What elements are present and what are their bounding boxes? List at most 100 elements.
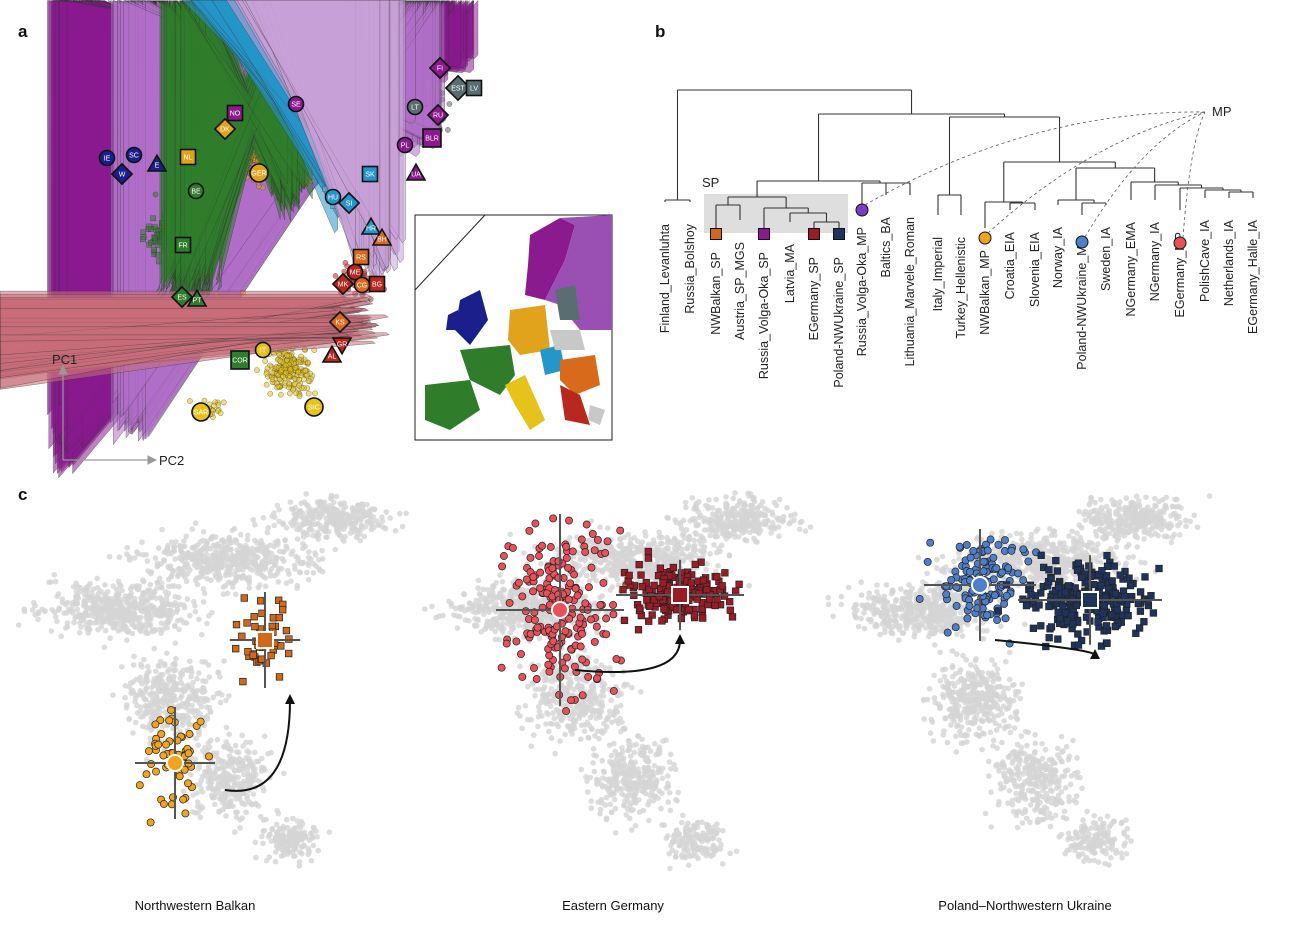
- pca-sample-point: [295, 359, 302, 365]
- background-sample-point: [126, 554, 133, 560]
- background-sample-point: [53, 614, 59, 620]
- pca-sample-point: [152, 235, 158, 241]
- population-label: BH: [377, 237, 387, 244]
- dendrogram-leaf-label: Russia_Volga-Oka_MP: [855, 227, 869, 356]
- background-sample-point: [160, 671, 166, 678]
- background-sample-point: [129, 621, 135, 628]
- background-sample-point: [324, 534, 330, 540]
- background-sample-point: [365, 513, 372, 519]
- background-sample-point: [72, 600, 79, 607]
- background-sample-point: [252, 537, 258, 544]
- background-sample-point: [317, 522, 324, 529]
- background-sample-point: [184, 596, 191, 602]
- background-sample-point: [162, 589, 169, 595]
- dendrogram-leaf-label: NGermany_IA: [1148, 221, 1162, 301]
- background-sample-point: [274, 542, 281, 548]
- background-sample-point: [154, 580, 161, 586]
- background-sample-point: [188, 551, 194, 558]
- pca-sample-point: [269, 376, 276, 383]
- pca-sample-point: [211, 402, 217, 409]
- background-sample-point: [94, 575, 100, 582]
- pca-sample-point: [296, 393, 303, 400]
- background-sample-point: [148, 569, 155, 575]
- pca-sample-point: [296, 382, 302, 389]
- background-sample-point: [332, 546, 339, 553]
- background-sample-point: [350, 514, 357, 520]
- background-sample-point: [215, 567, 222, 573]
- background-sample-point: [96, 614, 103, 620]
- background-sample-point: [56, 605, 62, 611]
- population-label: FI: [437, 66, 443, 73]
- background-sample-point: [321, 499, 328, 506]
- pca-sample-point: [152, 191, 159, 198]
- background-sample-point: [274, 571, 280, 577]
- background-sample-point: [144, 704, 150, 711]
- pca-sample-point: [301, 376, 307, 383]
- pca-sample-point: [277, 357, 284, 364]
- background-sample-point: [254, 570, 261, 576]
- background-sample-point: [156, 663, 163, 669]
- background-sample-point: [192, 520, 199, 526]
- panel-b-dendrogram: Finland_Levanluhta Russia_Bolshoy NWBalkan…: [658, 89, 1260, 388]
- dendrogram-leaf-label: Sweden_IA: [1099, 226, 1113, 291]
- background-sample-point: [163, 650, 170, 656]
- population-label: MK: [338, 282, 349, 289]
- panel-c-plots: [15, 490, 1213, 872]
- background-sample-point: [116, 554, 123, 560]
- background-sample-point: [295, 558, 301, 564]
- dendrogram-leaf-label: Baltics_BA: [879, 216, 893, 277]
- mp-group-label: MP: [1212, 104, 1232, 119]
- background-sample-point: [82, 591, 88, 598]
- pca-sample-point: [332, 273, 339, 279]
- background-sample-point: [75, 613, 82, 620]
- background-sample-point: [403, 510, 410, 517]
- background-sample-point: [306, 549, 312, 555]
- background-sample-point: [166, 583, 172, 590]
- background-sample-point: [250, 567, 256, 573]
- population-label: SI: [346, 201, 353, 208]
- background-sample-point: [188, 665, 194, 671]
- background-sample-point: [63, 625, 69, 631]
- background-sample-point: [380, 524, 386, 530]
- background-sample-point: [151, 682, 157, 688]
- background-sample-point: [76, 629, 83, 636]
- background-sample-point: [64, 599, 71, 606]
- background-sample-point: [172, 556, 178, 562]
- background-sample-point: [204, 620, 210, 627]
- background-sample-point: [242, 559, 248, 566]
- background-sample-point: [166, 666, 173, 673]
- background-sample-point: [194, 581, 201, 588]
- background-sample-point: [216, 690, 223, 696]
- scatter-plot-nw-balkan: [15, 491, 410, 869]
- background-sample-point: [187, 658, 193, 664]
- mp-dashed-connector: [1182, 111, 1206, 239]
- population-label: DK: [220, 127, 230, 134]
- background-sample-point: [340, 518, 347, 524]
- population-label: SK: [365, 172, 375, 179]
- dendrogram-leaf-label: Finland_Levanluhta: [658, 224, 672, 333]
- sp-leaf-marker: [833, 228, 845, 240]
- mp-leaf-marker: [978, 231, 992, 245]
- background-sample-point: [83, 621, 89, 628]
- background-sample-point: [90, 586, 97, 592]
- background-sample-point: [130, 662, 137, 668]
- background-sample-point: [157, 613, 163, 619]
- background-sample-point: [188, 674, 194, 680]
- background-sample-point: [199, 631, 205, 638]
- background-sample-point: [130, 602, 137, 609]
- background-sample-point: [229, 527, 236, 534]
- background-sample-point: [99, 600, 106, 606]
- background-sample-point: [262, 548, 268, 554]
- background-sample-point: [49, 607, 55, 613]
- background-sample-point: [342, 504, 349, 510]
- background-sample-point: [88, 604, 94, 611]
- background-sample-point: [128, 615, 135, 622]
- pca-sample-point: [263, 370, 270, 377]
- background-sample-point: [145, 603, 152, 609]
- background-sample-point: [132, 719, 139, 726]
- background-sample-point: [310, 509, 317, 515]
- background-sample-point: [262, 583, 269, 590]
- background-sample-point: [249, 557, 256, 564]
- background-sample-point: [156, 626, 163, 633]
- pca-sample-point: [278, 367, 285, 373]
